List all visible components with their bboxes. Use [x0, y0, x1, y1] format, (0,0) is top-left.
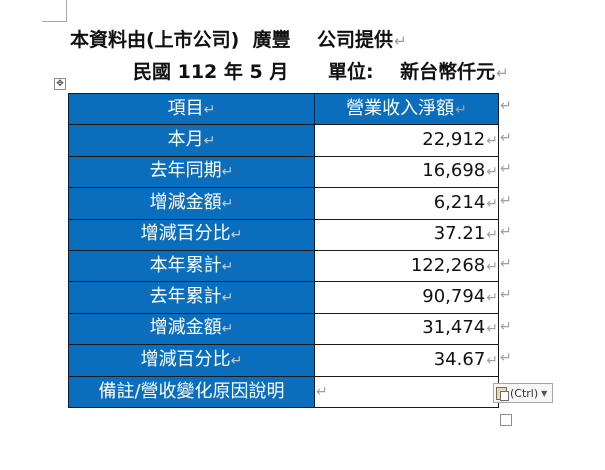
clipboard-icon: [496, 386, 509, 401]
cell-end-mark-icon: ↵: [203, 133, 216, 150]
cell-end-mark-icon: ↵: [203, 101, 216, 118]
row-label: 增減百分比: [140, 223, 231, 245]
table-row: 增減金額↵ 6,214↵: [68, 187, 499, 220]
row-value-cell[interactable]: 22,912↵: [314, 124, 499, 157]
row-value: 31,474: [422, 317, 486, 339]
row-value: 22,912: [422, 129, 486, 151]
remarks-value-cell[interactable]: ↵: [314, 375, 499, 408]
row-label: 備註/營收變化原因說明: [98, 380, 285, 402]
row-label-cell[interactable]: 本年累計↵: [68, 249, 315, 283]
row-end-mark-icon: ↵: [500, 98, 512, 114]
row-value: 37.21: [433, 223, 486, 245]
table-row: 增減百分比↵ 37.21↵: [68, 218, 499, 251]
header-label-cell[interactable]: 項目↵: [68, 92, 315, 126]
row-label: 增減金額: [149, 317, 222, 339]
row-end-mark-icon: ↵: [500, 161, 512, 177]
row-value-cell[interactable]: 37.21↵: [314, 218, 499, 251]
revenue-table: 項目↵ 營業收入淨額↵ 本月↵ 22,912↵ 去年同期↵ 16,698↵ 增減…: [68, 92, 499, 408]
row-label: 去年累計: [149, 286, 222, 308]
row-value-cell[interactable]: 90,794↵: [314, 281, 499, 314]
cell-end-mark-icon: ↵: [486, 352, 498, 369]
row-value: 16,698: [422, 160, 486, 182]
table-row: 本月↵ 22,912↵: [68, 124, 499, 157]
row-label-cell[interactable]: 備註/營收變化原因說明: [68, 375, 315, 408]
cell-end-mark-icon: ↵: [221, 164, 234, 181]
row-end-mark-icon: ↵: [500, 193, 512, 209]
table-resize-handle[interactable]: [500, 414, 512, 426]
paste-options-button[interactable]: (Ctrl) ▼: [493, 383, 553, 403]
row-value: 122,268: [410, 254, 486, 276]
table-row: 去年同期↵ 16,698↵: [68, 155, 499, 189]
header-value: 營業收入淨額: [346, 97, 455, 119]
row-label-cell[interactable]: 增減百分比↵: [68, 218, 315, 251]
page-corner-mark: [66, 0, 67, 22]
header-label: 項目: [167, 97, 204, 119]
cell-end-mark-icon: ↵: [316, 384, 328, 401]
cell-end-mark-icon: ↵: [230, 352, 243, 369]
table-row: 增減金額↵ 31,474↵: [68, 312, 499, 346]
cell-end-mark-icon: ↵: [486, 133, 498, 150]
cell-end-mark-icon: ↵: [486, 258, 498, 275]
row-label-cell[interactable]: 本月↵: [68, 124, 315, 157]
cell-end-mark-icon: ↵: [221, 195, 234, 212]
row-label: 本月: [167, 129, 204, 151]
row-end-mark-icon: ↵: [500, 350, 512, 366]
row-label-cell[interactable]: 增減百分比↵: [68, 344, 315, 377]
cell-end-mark-icon: ↵: [221, 290, 234, 307]
row-label: 去年同期: [149, 160, 222, 182]
row-value-cell[interactable]: 34.67↵: [314, 344, 499, 377]
paste-options-label: (Ctrl): [510, 386, 539, 400]
paragraph-mark-icon: ↵: [496, 64, 509, 82]
row-end-mark-icon: ↵: [500, 224, 512, 240]
row-end-mark-icon: ↵: [500, 287, 512, 303]
table-row: 增減百分比↵ 34.67↵: [68, 344, 499, 377]
table-row: 本年累計↵ 122,268↵: [68, 249, 499, 283]
row-value: 34.67: [433, 348, 486, 370]
table-row: 備註/營收變化原因說明 ↵: [68, 375, 499, 408]
row-value-cell[interactable]: 31,474↵: [314, 312, 499, 346]
cell-end-mark-icon: ↵: [486, 227, 498, 244]
source-text: 本資料由(上市公司) 廣豐 公司提供: [70, 29, 394, 51]
row-label-cell[interactable]: 增減金額↵: [68, 187, 315, 220]
cell-end-mark-icon: ↵: [486, 321, 498, 338]
cell-end-mark-icon: ↵: [486, 290, 498, 307]
table-move-handle-icon[interactable]: ✥: [54, 78, 66, 90]
row-value: 90,794: [422, 286, 486, 308]
period-unit-text: 民國 112 年 5 月 單位: 新台幣仟元: [133, 61, 496, 83]
chevron-down-icon: ▼: [541, 388, 548, 398]
row-label: 增減百分比: [140, 348, 231, 370]
cell-end-mark-icon: ↵: [230, 227, 243, 244]
row-end-mark-icon: ↵: [500, 319, 512, 335]
row-label-cell[interactable]: 去年同期↵: [68, 155, 315, 189]
report-source-line[interactable]: 本資料由(上市公司) 廣豐 公司提供↵: [0, 28, 605, 53]
row-label: 本年累計: [149, 254, 222, 276]
cell-end-mark-icon: ↵: [486, 164, 498, 181]
row-label-cell[interactable]: 增減金額↵: [68, 312, 315, 346]
header-value-cell[interactable]: 營業收入淨額↵: [314, 92, 499, 126]
row-value: 6,214: [433, 191, 486, 213]
row-label-cell[interactable]: 去年累計↵: [68, 281, 315, 314]
cell-end-mark-icon: ↵: [486, 195, 498, 212]
row-end-mark-icon: ↵: [500, 256, 512, 272]
row-value-cell[interactable]: 122,268↵: [314, 249, 499, 283]
row-value-cell[interactable]: 16,698↵: [314, 155, 499, 189]
row-value-cell[interactable]: 6,214↵: [314, 187, 499, 220]
report-period-line[interactable]: 民國 112 年 5 月 單位: 新台幣仟元↵: [0, 60, 605, 85]
paragraph-mark-icon: ↵: [394, 32, 407, 50]
cell-end-mark-icon: ↵: [221, 258, 234, 275]
cell-end-mark-icon: ↵: [221, 321, 234, 338]
table-row: 去年累計↵ 90,794↵: [68, 281, 499, 314]
page-corner-mark: [42, 21, 67, 22]
cell-end-mark-icon: ↵: [455, 101, 467, 118]
row-end-mark-icon: ↵: [500, 130, 512, 146]
row-label: 增減金額: [149, 191, 222, 213]
table-header-row: 項目↵ 營業收入淨額↵: [68, 92, 499, 126]
